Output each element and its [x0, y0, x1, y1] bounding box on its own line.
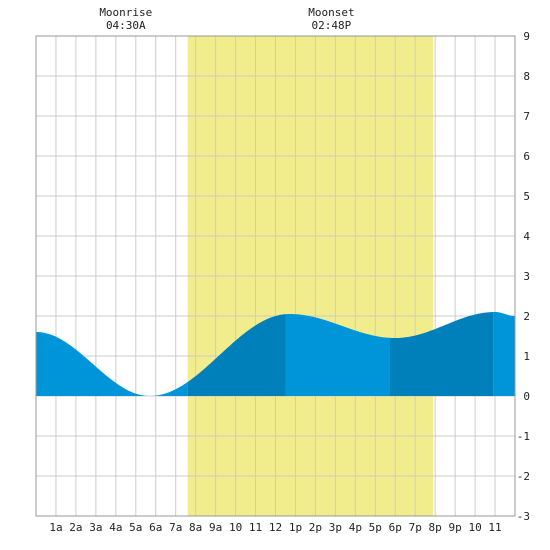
tide-area-layer: [36, 312, 515, 396]
y-tick-label: -2: [517, 470, 530, 483]
moon-event-label: Moonset: [308, 6, 354, 19]
tide-area-segment: [36, 332, 188, 396]
y-tick-label: -1: [517, 430, 530, 443]
tide-area-segment: [187, 314, 286, 396]
x-tick-label: 10: [468, 521, 481, 534]
x-tick-label: 8p: [429, 521, 442, 534]
x-tick-label: 9a: [209, 521, 222, 534]
y-tick-label: 9: [523, 30, 530, 43]
x-tick-label: 1a: [49, 521, 62, 534]
y-tick-label: 1: [523, 350, 530, 363]
x-tick-label: 9p: [449, 521, 462, 534]
x-tick-label: 7a: [169, 521, 182, 534]
x-tick-label: 3a: [89, 521, 102, 534]
x-tick-label: 2a: [69, 521, 82, 534]
x-tick-label: 6a: [149, 521, 162, 534]
y-tick-label: 2: [523, 310, 530, 323]
x-tick-label: 11: [488, 521, 501, 534]
x-tick-label: 5p: [369, 521, 382, 534]
x-tick-label: 2p: [309, 521, 322, 534]
grid-layer: [36, 36, 515, 516]
y-tick-label: 0: [523, 390, 530, 403]
y-tick-label: 3: [523, 270, 530, 283]
tide-area-segment: [389, 312, 494, 396]
x-tick-label: 6p: [389, 521, 402, 534]
x-tick-label: 4p: [349, 521, 362, 534]
plot-border: [35, 35, 516, 517]
moon-event-label: Moonrise: [99, 6, 152, 19]
x-tick-label: 12: [269, 521, 282, 534]
x-tick-label: 5a: [129, 521, 142, 534]
moon-event-time: 04:30A: [106, 19, 146, 32]
x-tick-label: 8a: [189, 521, 202, 534]
y-tick-label: 7: [523, 110, 530, 123]
tide-area-segment: [493, 312, 515, 396]
x-tick-label: 10: [229, 521, 242, 534]
y-tick-label: -3: [517, 510, 530, 523]
x-tick-label: 4a: [109, 521, 122, 534]
y-tick-labels: -3 -2 -1 0 1 2 3 4 5 6 7 8 9: [517, 30, 531, 523]
tide-area-segment: [285, 314, 390, 396]
y-tick-label: 4: [523, 230, 530, 243]
y-tick-label: 8: [523, 70, 530, 83]
moon-event-time: 02:48P: [312, 19, 352, 32]
x-tick-label: 3p: [329, 521, 342, 534]
x-tick-label: 7p: [409, 521, 422, 534]
x-tick-label: 1p: [289, 521, 302, 534]
y-tick-label: 5: [523, 190, 530, 203]
x-tick-label: 11: [249, 521, 262, 534]
x-tick-labels: 1a 2a 3a 4a 5a 6a 7a 8a 9a 10 11 12 1p 2p 3p 4p 5p 6p 7p 8p…: [49, 521, 501, 534]
y-tick-label: 6: [523, 150, 530, 163]
